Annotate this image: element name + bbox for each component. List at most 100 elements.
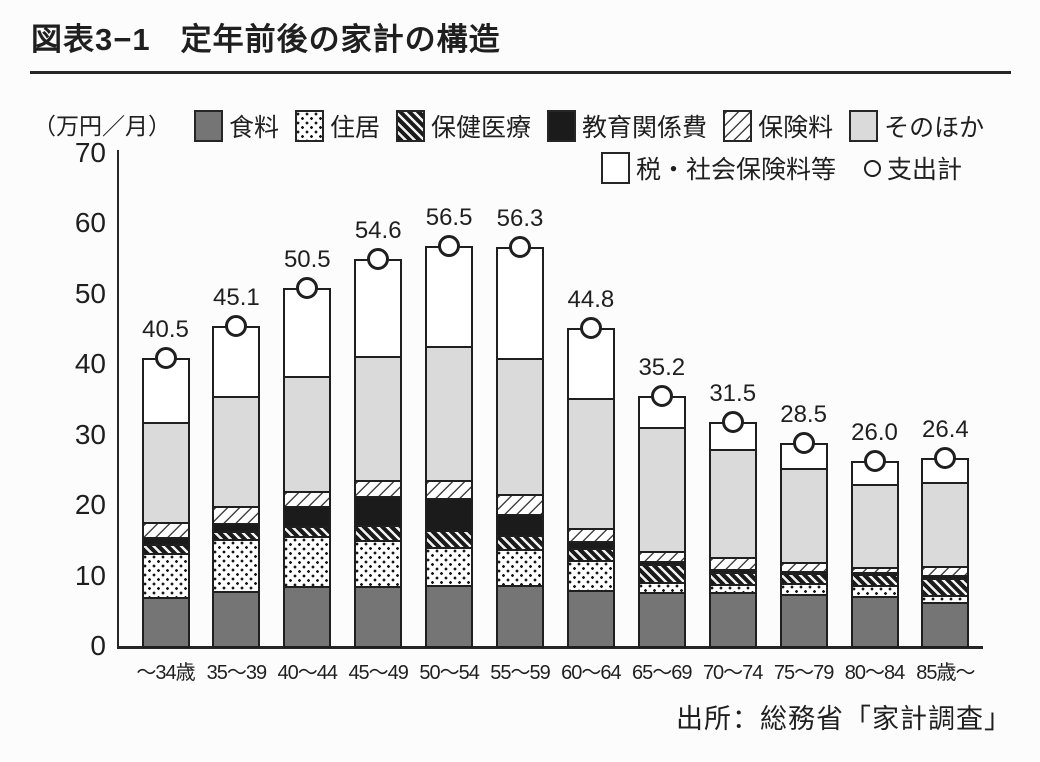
bar-segment-税・社会保険料等 — [143, 360, 188, 422]
expenditure-total-marker-icon — [296, 276, 319, 299]
x-tick-label: 80～84 — [844, 662, 906, 684]
bar-segment-保険料 — [639, 550, 684, 562]
bar-segment-住居 — [356, 539, 401, 587]
bar-segment-住居 — [923, 595, 968, 602]
bar-segment-保険料 — [427, 479, 472, 498]
bar-segment-税・社会保険料等 — [285, 289, 330, 376]
expenditure-total-marker-icon — [863, 449, 886, 472]
solid-light-swatch-icon — [849, 110, 879, 142]
bar-segment-保険料 — [143, 521, 188, 537]
bar-segment-教育関係費 — [781, 570, 826, 574]
bar-segment-保険料 — [781, 562, 826, 571]
y-tick-label: 20 — [74, 489, 106, 520]
y-tick-label: 0 — [90, 630, 106, 661]
legend-item-支出計: 支出計 — [863, 150, 962, 186]
bar-segment-食料 — [285, 586, 330, 646]
bar-segment-食料 — [639, 591, 684, 646]
bar-segment-そのほか — [781, 467, 826, 563]
bar-segment-そのほか — [568, 397, 613, 528]
stacked-bar — [921, 457, 970, 648]
bar-segment-教育関係費 — [852, 571, 897, 575]
bar-segment-食料 — [356, 586, 401, 646]
bar-segment-税・社会保険料等 — [356, 261, 401, 356]
legend-label: そのほか — [884, 114, 985, 142]
bar-segment-食料 — [852, 595, 897, 646]
title-underline — [30, 71, 1011, 74]
x-tick-label: 75～79 — [773, 662, 835, 684]
legend-item-保険料: 保険料 — [723, 108, 833, 144]
bar-segment-そのほか — [285, 375, 330, 491]
x-tick-label: 50～54 — [419, 662, 480, 684]
bar-segment-保険料 — [852, 567, 897, 572]
y-tick-label: 50 — [74, 277, 106, 309]
solid-dark-swatch-icon — [194, 110, 223, 142]
x-tick-label: ～34歳 — [136, 662, 195, 684]
bar-segment-税・社会保険料等 — [852, 462, 897, 484]
bar-segment-保険料 — [710, 557, 755, 570]
bar-segment-保健医療 — [710, 571, 755, 584]
stacked-bar — [425, 245, 474, 648]
bar-segment-住居 — [427, 547, 472, 585]
bar-segment-教育関係費 — [214, 522, 259, 532]
bar-segment-住居 — [852, 585, 897, 596]
expenditure-total-marker-icon — [154, 347, 177, 370]
expenditure-total-marker-icon — [438, 234, 461, 257]
legend-item-保健医療: 保健医療 — [396, 108, 531, 144]
x-tick-label: 55～59 — [490, 662, 551, 684]
stacked-bar — [141, 358, 190, 648]
bar-total-label: 56.3 — [496, 205, 544, 233]
bar-segment-そのほか — [427, 346, 472, 480]
bar-segment-保険料 — [356, 479, 401, 496]
bar-segment-税・社会保険料等 — [781, 445, 826, 468]
stacked-bar — [637, 395, 686, 648]
dots-swatch-icon — [295, 110, 325, 142]
stacked-bar — [212, 326, 261, 648]
bar-segment-保険料 — [923, 565, 968, 576]
bar-segment-教育関係費 — [710, 569, 755, 572]
bar-segment-保健医療 — [781, 573, 826, 584]
bar-segment-そのほか — [710, 448, 755, 558]
y-axis-unit-label: （万円／月） — [33, 113, 171, 139]
bar-total-label: 44.8 — [567, 286, 615, 314]
legend-row-2: 税・社会保険料等 支出計 — [600, 150, 962, 186]
bar-total-label: 35.2 — [638, 353, 686, 381]
bar-segment-食料 — [923, 601, 968, 646]
legend-row-1: 食料 住居 保健医療 教育関係費 保険料 そのほか — [194, 108, 984, 144]
legend-item-食料: 食料 — [194, 108, 279, 144]
legend-item-住居: 住居 — [295, 108, 380, 144]
stacked-bar — [283, 287, 332, 648]
bar-total-label: 40.5 — [142, 316, 189, 344]
bar-segment-税・社会保険料等 — [214, 328, 259, 396]
bar-segment-保健医療 — [498, 535, 542, 550]
bar-segment-食料 — [498, 584, 542, 646]
legend-label: 食料 — [229, 114, 280, 142]
legend-label: 保健医療 — [431, 114, 532, 142]
legend-item-そのほか: そのほか — [849, 108, 984, 144]
y-tick-label: 10 — [74, 559, 106, 591]
x-tick-label: 60～64 — [561, 662, 622, 684]
stacked-bar — [566, 328, 615, 648]
bar-total-label: 50.5 — [283, 245, 331, 273]
bar-total-label: 54.6 — [354, 217, 402, 245]
expenditure-total-marker-icon — [509, 236, 531, 259]
stacked-bar — [850, 460, 899, 648]
y-axis-line — [117, 150, 119, 648]
bar-segment-食料 — [781, 593, 826, 646]
figure-number: 図表3−1 — [31, 22, 151, 57]
hatch-light-swatch-icon — [723, 110, 753, 142]
bar-segment-住居 — [214, 538, 259, 591]
white-swatch-icon — [600, 152, 630, 184]
bar-segment-食料 — [214, 590, 259, 646]
legend-label: 保険料 — [758, 114, 834, 142]
bar-segment-教育関係費 — [285, 506, 330, 527]
bar-segment-保健医療 — [143, 543, 188, 553]
legend-label: 支出計 — [886, 156, 962, 184]
y-tick-label: 40 — [74, 348, 106, 379]
bar-segment-税・社会保険料等 — [568, 330, 613, 398]
expenditure-marker-icon — [863, 159, 881, 177]
x-tick-label: 35～39 — [206, 662, 268, 684]
bar-segment-税・社会保険料等 — [427, 247, 472, 347]
expenditure-total-marker-icon — [934, 446, 957, 469]
bar-segment-食料 — [568, 589, 613, 646]
